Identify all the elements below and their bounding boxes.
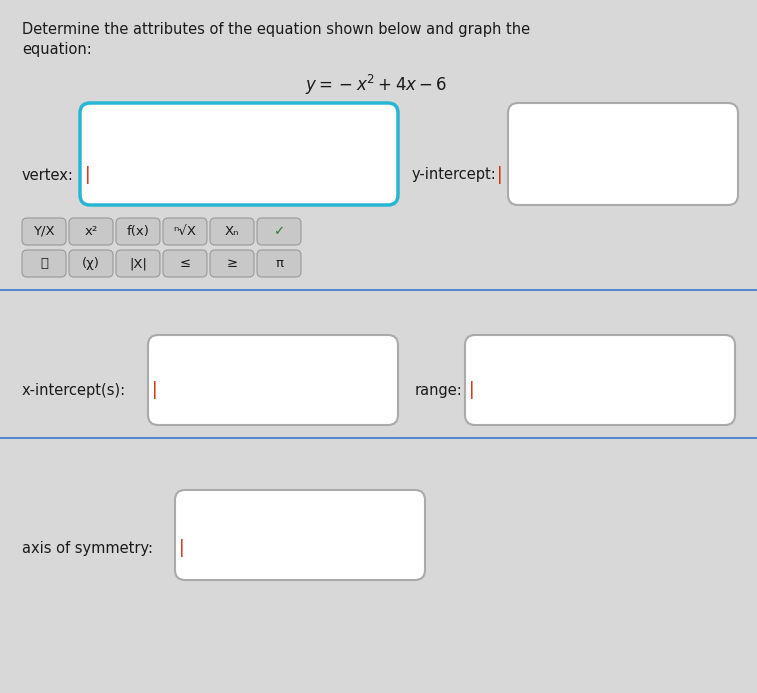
FancyBboxPatch shape xyxy=(69,218,113,245)
Text: Y/X: Y/X xyxy=(33,225,55,238)
FancyBboxPatch shape xyxy=(80,103,398,205)
FancyBboxPatch shape xyxy=(210,250,254,277)
Text: $y = -x^2 + 4x - 6$: $y = -x^2 + 4x - 6$ xyxy=(305,73,447,97)
Text: |: | xyxy=(469,381,475,399)
Text: |: | xyxy=(152,381,157,399)
Text: range:: range: xyxy=(415,383,463,398)
Text: |X|: |X| xyxy=(129,257,147,270)
FancyBboxPatch shape xyxy=(22,218,66,245)
FancyBboxPatch shape xyxy=(210,218,254,245)
Text: Xₙ: Xₙ xyxy=(225,225,239,238)
FancyBboxPatch shape xyxy=(465,335,735,425)
Text: |: | xyxy=(497,166,503,184)
Text: (χ): (χ) xyxy=(82,257,100,270)
FancyBboxPatch shape xyxy=(508,103,738,205)
FancyBboxPatch shape xyxy=(116,218,160,245)
FancyBboxPatch shape xyxy=(257,218,301,245)
FancyBboxPatch shape xyxy=(22,250,66,277)
Text: ≥: ≥ xyxy=(226,257,238,270)
FancyBboxPatch shape xyxy=(163,250,207,277)
Text: |: | xyxy=(85,166,91,184)
Text: Determine the attributes of the equation shown below and graph the: Determine the attributes of the equation… xyxy=(22,22,530,37)
Text: x-intercept(s):: x-intercept(s): xyxy=(22,383,126,398)
Text: x²: x² xyxy=(84,225,98,238)
Text: ✓: ✓ xyxy=(273,225,285,238)
Text: ⁿ√X: ⁿ√X xyxy=(173,225,197,238)
Text: 🗑: 🗑 xyxy=(40,257,48,270)
Text: ≤: ≤ xyxy=(179,257,191,270)
Text: axis of symmetry:: axis of symmetry: xyxy=(22,541,153,556)
FancyBboxPatch shape xyxy=(116,250,160,277)
Text: |: | xyxy=(179,539,185,557)
Text: y-intercept:: y-intercept: xyxy=(412,168,497,182)
FancyBboxPatch shape xyxy=(175,490,425,580)
Text: equation:: equation: xyxy=(22,42,92,57)
Text: vertex:: vertex: xyxy=(22,168,74,182)
FancyBboxPatch shape xyxy=(163,218,207,245)
FancyBboxPatch shape xyxy=(69,250,113,277)
Text: π: π xyxy=(275,257,283,270)
FancyBboxPatch shape xyxy=(148,335,398,425)
FancyBboxPatch shape xyxy=(257,250,301,277)
Text: f(x): f(x) xyxy=(126,225,149,238)
